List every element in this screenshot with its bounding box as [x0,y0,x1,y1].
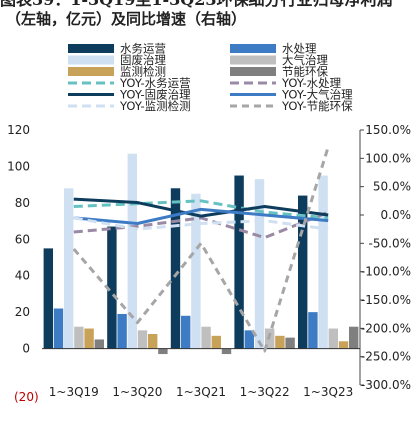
category-label: 1~3Q20 [112,385,162,399]
legend-label: YOY-节能环保 [281,99,353,113]
legend-swatch [68,55,114,65]
bar-0-4 [84,328,94,349]
yoy-line-10 [73,216,329,231]
bar-4-1 [308,312,318,349]
chart-subtitle: （左轴，亿元）及同比增速（右轴） [6,10,247,28]
right-tick-label: -150.0% [361,293,411,307]
legend-swatch [230,67,276,76]
legend-label: 节能环保 [282,65,328,79]
bar-2-5 [221,348,232,355]
bar-3-5 [285,337,295,349]
right-tick-label: -250.0% [361,350,411,364]
right-tick-label: 50.0% [373,180,411,194]
bar-0-1 [53,308,64,349]
left-tick-label: 0 [22,342,30,356]
right-tick-label: 100.0% [365,151,411,165]
right-tick-label: -300.0% [361,378,411,392]
left-tick-label: 20 [15,305,30,319]
bar-2-4 [211,335,221,349]
legend-swatch [230,44,276,53]
right-tick-label: 0.0% [381,208,412,222]
bar-3-4 [275,335,285,349]
legend-label: YOY-水处理 [281,76,342,90]
yoy-line-9 [73,207,329,225]
bar-4-3 [328,328,338,349]
left-tick-label: 60 [15,232,30,246]
bar-4-5 [349,326,359,349]
right-tick-label: -200.0% [361,321,411,335]
bar-series [43,153,359,355]
legend-swatch [68,67,114,76]
line-series [72,146,330,353]
bar-2-1 [181,315,191,349]
bar-0-0 [43,248,53,349]
legend-label: YOY-大气治理 [281,88,353,102]
left-tick-label: 80 [15,196,30,210]
left-tick-label: 100 [7,159,30,173]
legend-swatch [230,55,276,65]
bar-2-3 [201,326,211,349]
bar-0-5 [94,339,104,349]
bar-3-1 [244,330,254,349]
bar-1-0 [107,226,117,349]
bar-4-0 [298,195,308,349]
bar-2-2 [191,193,201,349]
category-label: 1~3Q23 [303,385,353,399]
legend-label: 固废治理 [120,53,166,67]
bar-1-1 [117,313,127,349]
right-tick-label: -100.0% [361,265,411,279]
legend-label: YOY-固废治理 [119,88,191,102]
left-tick-label: (20) [14,390,39,404]
yoy-line-6 [73,199,329,220]
bar-2-0 [170,188,181,349]
legend-label: 水处理 [282,42,317,56]
legend-label: YOY-监测检测 [119,99,191,113]
bar-4-4 [338,341,349,349]
bar-1-4 [148,334,158,349]
left-axis: (20) 0 20 40 60 80 100 120 [7,123,39,404]
bar-1-5 [158,348,168,355]
legend-swatch [68,44,114,53]
bar-0-2 [64,188,74,349]
category-label: 1~3Q19 [49,385,99,399]
right-axis: -300.0% -250.0% -200.0% -150.0% -100.0% -50.0… [359,123,412,392]
category-labels: 1~3Q19 1~3Q20 1~3Q21 1~3Q22 1~3Q23 [49,385,353,399]
bar-0-3 [74,326,84,349]
legend-label: 水务运营 [120,42,166,56]
yoy-line-8 [73,197,329,218]
chart-title: 图表39：1-3Q19至1-3Q23环保细分行业归母净利润 [0,0,417,10]
left-tick-label: 120 [7,123,30,137]
category-label: 1~3Q22 [240,385,290,399]
legend-label: 大气治理 [282,53,328,67]
right-tick-label: -50.0% [369,236,411,250]
yoy-line-11 [72,146,330,353]
left-tick-label: 40 [15,269,30,283]
bar-3-0 [234,175,244,349]
right-tick-label: 150.0% [365,123,411,137]
legend-label: 监测检测 [120,65,166,79]
bar-1-3 [137,330,148,349]
yoy-line-7 [73,210,329,240]
bar-1-2 [127,153,137,349]
category-label: 1~3Q21 [176,385,226,399]
bar-4-2 [318,175,328,349]
legend-label: YOY-水务运营 [119,76,191,90]
bar-3-2 [254,179,265,349]
